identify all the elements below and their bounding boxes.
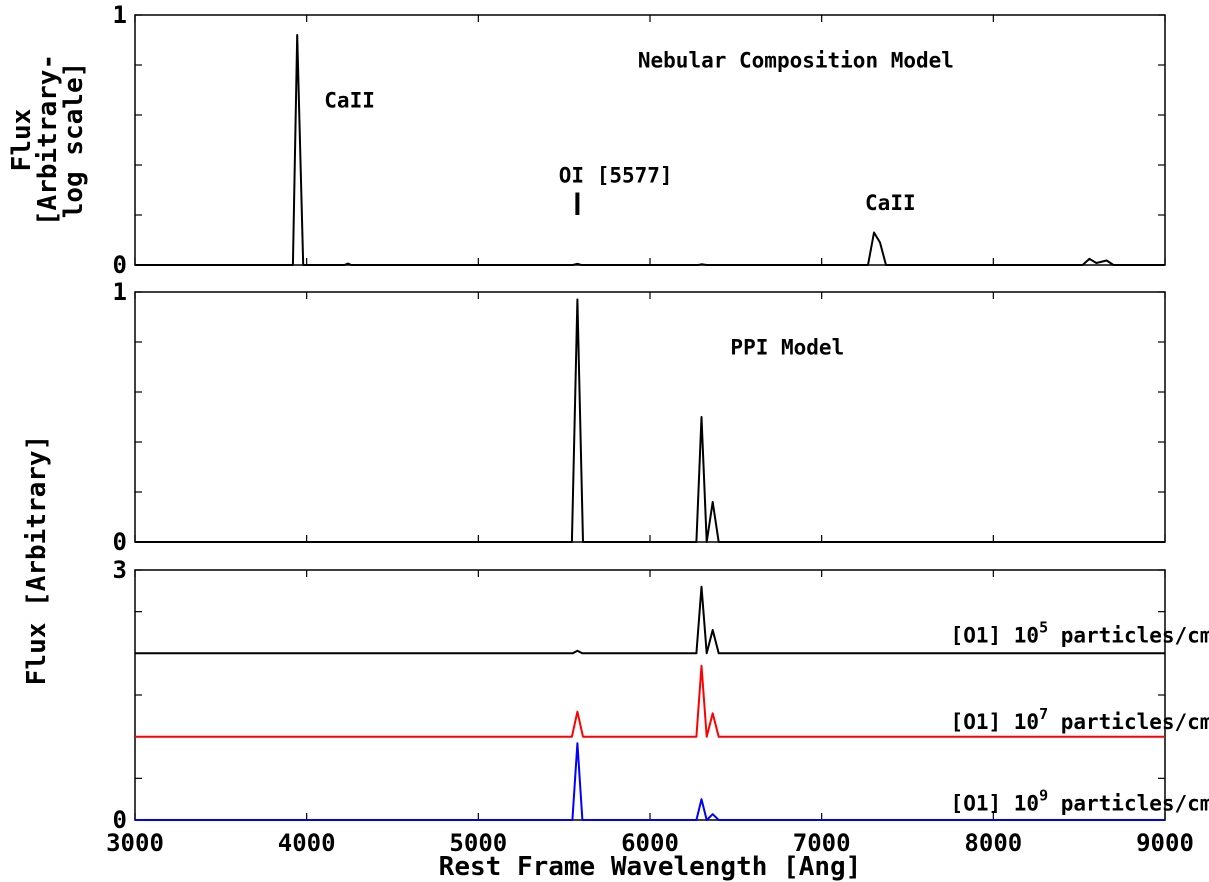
- series-line-bottom-2: [135, 742, 1165, 821]
- series-label-prefix: [O1] 10: [951, 623, 1040, 647]
- y-tick-label: 0: [113, 251, 127, 279]
- x-axis-title: Rest Frame Wavelength [Ang]: [439, 852, 862, 882]
- y-tick-label: 0: [113, 806, 127, 834]
- x-tick-label: 9000: [1136, 829, 1194, 857]
- x-tick-label: 5000: [449, 829, 507, 857]
- y-tick-label: 0: [113, 528, 127, 556]
- annotation: CaII: [865, 191, 916, 215]
- x-axis: Rest Frame Wavelength [Ang] 3000 4000 5000…: [106, 829, 1194, 882]
- panel-frame: [134, 569, 1166, 821]
- series-label-unit: particles/cm: [1048, 623, 1209, 647]
- annotation: CaII: [324, 89, 375, 113]
- y-axis-title-top: Flux: [7, 109, 37, 172]
- y-tick-label: 1: [113, 278, 127, 306]
- series-label-exponent: 7: [1039, 705, 1048, 723]
- series-label-unit: particles/cm: [1048, 710, 1209, 734]
- x-tick-label: 4000: [278, 829, 336, 857]
- annotation: PPI Model: [730, 336, 844, 360]
- series-label-prefix: [O1] 10: [951, 792, 1040, 816]
- series-line-bottom-0: [135, 585, 1165, 655]
- series-label-prefix: [O1] 10: [951, 710, 1040, 734]
- series-label: [O1] 109 particles/cm3: [951, 787, 1209, 816]
- series-line-top-0: [135, 34, 1165, 266]
- series-label: [O1] 105 particles/cm3: [951, 618, 1209, 647]
- series-label: [O1] 107 particles/cm3: [951, 705, 1209, 734]
- y-axis-title-top: log scale]: [59, 62, 89, 219]
- y-tick-label: 1: [113, 1, 127, 29]
- annotation: Nebular Composition Model: [638, 49, 954, 73]
- series-label-unit: particles/cm: [1048, 792, 1209, 816]
- y-axis-titles: Flux[Arbitrary-log scale] Flux [Arbitrary…: [7, 54, 89, 685]
- y-tick-label: 3: [113, 556, 127, 584]
- panel-bottom: 03[O1] 105 particles/cm3[O1] 107 particl…: [113, 556, 1209, 834]
- x-tick-label: 7000: [793, 829, 851, 857]
- panel-frame: [134, 291, 1166, 543]
- series-line-bottom-1: [135, 664, 1165, 738]
- x-tick-label: 3000: [106, 829, 164, 857]
- y-axis-title-top: [Arbitrary-: [33, 54, 63, 226]
- x-tick-label: 6000: [621, 829, 679, 857]
- series-label-exponent: 5: [1039, 618, 1048, 636]
- series-label-exponent: 9: [1039, 787, 1048, 805]
- series-line-middle-0: [135, 298, 1165, 543]
- annotation: OI [5577]: [559, 164, 673, 188]
- y-axis-title-lower: Flux [Arbitrary]: [22, 435, 52, 685]
- panel-middle: 0 1 PPI Model: [113, 278, 1166, 556]
- panel-top: 0 1 Nebular Composition Model CaII OI [5577]…: [113, 1, 1166, 279]
- x-tick-label: 8000: [964, 829, 1022, 857]
